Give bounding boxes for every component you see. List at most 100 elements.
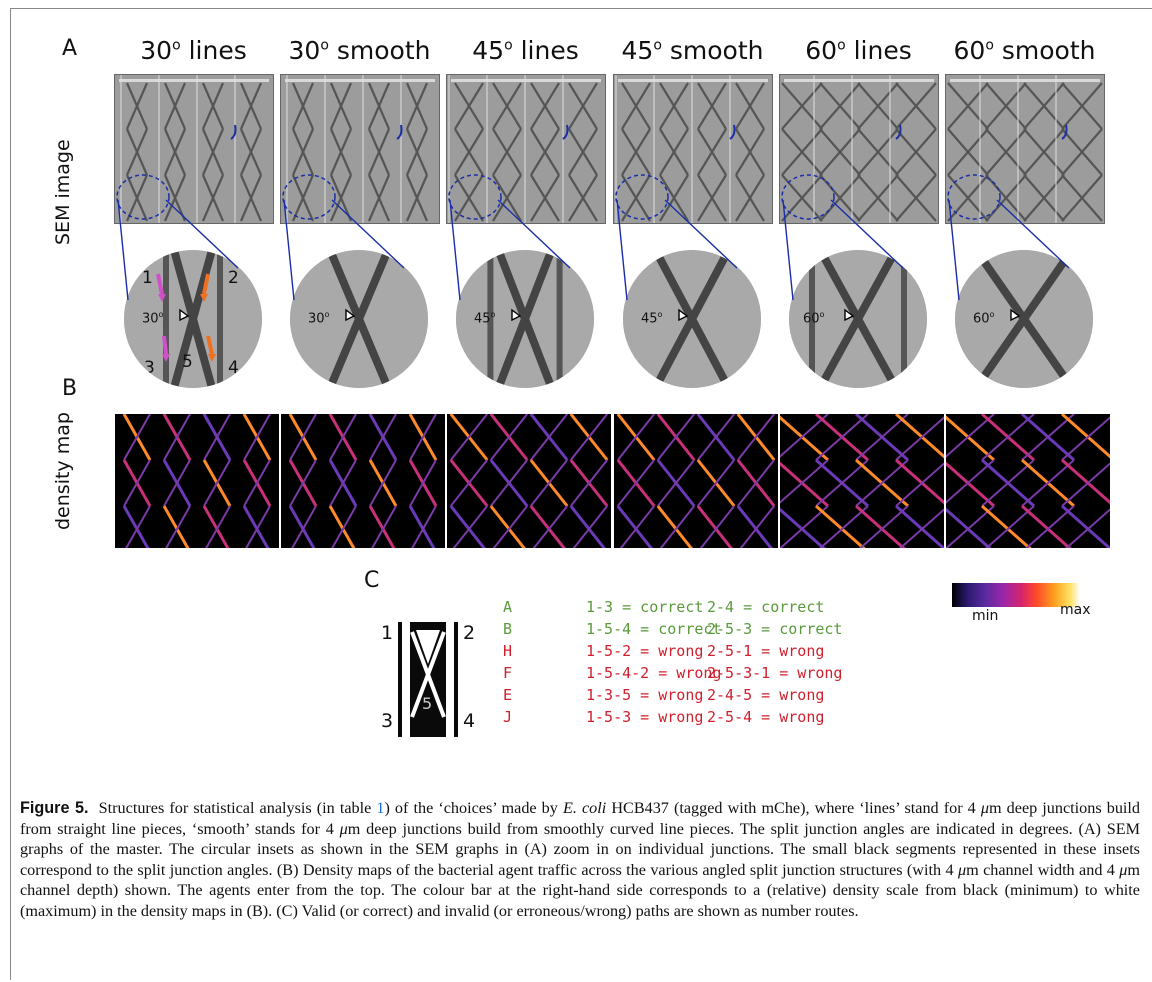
inset-angle-value: 60 bbox=[803, 311, 820, 327]
route-code: B bbox=[503, 620, 513, 638]
route-code: E bbox=[503, 686, 513, 704]
caption-text-2: ) of the ‘choices’ made by bbox=[384, 799, 563, 817]
route-right-path: 2-5-1 = wrong bbox=[707, 642, 825, 660]
route-left-path: 1-3 = correct bbox=[586, 598, 704, 616]
column-angle: 45 bbox=[621, 36, 654, 65]
caption-species: E. coli bbox=[562, 799, 607, 817]
degree-sign: o bbox=[172, 37, 181, 54]
junction-label-4: 4 bbox=[463, 710, 476, 732]
zoom-line-right bbox=[331, 199, 405, 269]
zoom-line-right bbox=[165, 199, 239, 269]
caption-text-3: HCB437 (tagged with mChe), where ‘lines’… bbox=[606, 799, 981, 817]
sem-channels bbox=[281, 75, 439, 223]
density-map-2 bbox=[281, 414, 445, 548]
density-colorbar bbox=[952, 583, 1080, 607]
zoom-lines bbox=[117, 199, 1070, 301]
junction-inset-5: 60o bbox=[789, 250, 927, 388]
inset-angle-label: 30o bbox=[142, 310, 163, 326]
route-left-path: 1-3-5 = wrong bbox=[586, 686, 704, 704]
column-title-5: 60o lines bbox=[776, 36, 941, 65]
junction-inset-6: 60o bbox=[955, 250, 1093, 388]
sem-image-1 bbox=[114, 74, 274, 224]
route-left-path: 1-5-4 = correct bbox=[586, 620, 722, 638]
inset-angle-value: 60 bbox=[973, 311, 990, 327]
zoom-line-left bbox=[283, 199, 295, 301]
column-title-3: 45o lines bbox=[443, 36, 608, 65]
sem-image-6 bbox=[945, 74, 1105, 224]
zoom-line-right bbox=[830, 199, 904, 269]
figure-caption: Figure 5. Structures for statistical ana… bbox=[20, 798, 1140, 921]
inset-angle-label: 45o bbox=[474, 310, 495, 326]
degree-sign: o bbox=[490, 310, 496, 319]
junction-diagram: 5 bbox=[398, 622, 458, 737]
junction-label-2: 2 bbox=[463, 622, 476, 644]
degree-sign: o bbox=[504, 37, 513, 54]
caption-label: Figure 5. bbox=[20, 799, 89, 817]
junction-label-5: 5 bbox=[422, 694, 433, 713]
column-type: lines bbox=[520, 36, 579, 65]
caption-text-7: m channel depth) shown. The agents enter… bbox=[20, 860, 1140, 920]
caption-mu-1: μ bbox=[980, 799, 989, 817]
route-code: F bbox=[503, 664, 513, 682]
inset-angle-label: 30o bbox=[308, 310, 329, 326]
degree-sign: o bbox=[320, 37, 329, 54]
colorbar-max-label: max bbox=[1060, 602, 1091, 618]
density-map-6 bbox=[946, 414, 1110, 548]
colorbar-min-label: min bbox=[972, 608, 999, 624]
caption-mu-4: μ bbox=[1119, 860, 1128, 879]
inset-angle-value: 30 bbox=[308, 311, 325, 327]
sem-image-2 bbox=[280, 74, 440, 224]
sem-channels bbox=[780, 75, 938, 223]
degree-sign: o bbox=[653, 37, 662, 54]
route-code: J bbox=[503, 708, 513, 726]
column-type: smooth bbox=[669, 36, 764, 65]
caption-mu-2: μ bbox=[339, 819, 348, 838]
density-map-3 bbox=[447, 414, 611, 548]
density-row-label: density map bbox=[52, 412, 74, 530]
caption-text-4: m deep junctions build from straight lin… bbox=[20, 799, 1141, 838]
inset-angle-value: 45 bbox=[641, 311, 658, 327]
route-left-path: 1-5-4-2 = wrong bbox=[586, 664, 722, 682]
zoom-line-right bbox=[664, 199, 738, 269]
sem-channels bbox=[115, 75, 273, 223]
panel-a-letter: A bbox=[62, 36, 78, 61]
inset-junction-number: 5 bbox=[182, 352, 193, 372]
route-right-path: 2-5-3-1 = wrong bbox=[707, 664, 843, 682]
route-code: H bbox=[503, 642, 513, 660]
column-title-4: 45o smooth bbox=[610, 36, 775, 65]
zoom-line-left bbox=[117, 199, 129, 301]
inset-angle-value: 45 bbox=[474, 311, 491, 327]
degree-sign: o bbox=[819, 310, 825, 319]
column-title-2: 30o smooth bbox=[277, 36, 442, 65]
sem-image-5 bbox=[779, 74, 939, 224]
column-angle: 60 bbox=[953, 36, 986, 65]
table-link[interactable]: 1 bbox=[376, 799, 385, 817]
route-left-path: 1-5-3 = wrong bbox=[586, 708, 704, 726]
inset-angle-label: 60o bbox=[973, 310, 994, 326]
figure-frame-top bbox=[10, 8, 1152, 9]
degree-sign: o bbox=[837, 37, 846, 54]
inset-angle-value: 30 bbox=[142, 311, 159, 327]
sem-image-3 bbox=[446, 74, 606, 224]
sem-channels bbox=[614, 75, 772, 223]
caption-text-5: m deep junctions build from smoothly cur… bbox=[20, 819, 1140, 879]
sem-image-4 bbox=[613, 74, 773, 224]
column-title-6: 60o smooth bbox=[942, 36, 1107, 65]
junction-label-3: 3 bbox=[381, 710, 394, 732]
degree-sign: o bbox=[657, 310, 663, 319]
route-right-path: 2-4 = correct bbox=[707, 598, 825, 616]
junction-inset-1: 30o 1 2 3 5 4 bbox=[124, 250, 262, 388]
caption-text-1: Structures for statistical analysis (in … bbox=[98, 799, 377, 817]
inset-junction-number: 3 bbox=[144, 358, 155, 378]
column-angle: 30 bbox=[288, 36, 321, 65]
sem-channels bbox=[447, 75, 605, 223]
route-code: A bbox=[503, 598, 513, 616]
caption-mu-3: μ bbox=[957, 860, 967, 879]
inset-junction-number: 1 bbox=[142, 268, 153, 288]
density-map-1 bbox=[115, 414, 279, 548]
junction-inset-2: 30o bbox=[290, 250, 428, 388]
figure-frame-left bbox=[10, 8, 11, 980]
route-left-path: 1-5-2 = wrong bbox=[586, 642, 704, 660]
inset-junction-number: 4 bbox=[228, 358, 239, 378]
column-type: smooth bbox=[336, 36, 431, 65]
